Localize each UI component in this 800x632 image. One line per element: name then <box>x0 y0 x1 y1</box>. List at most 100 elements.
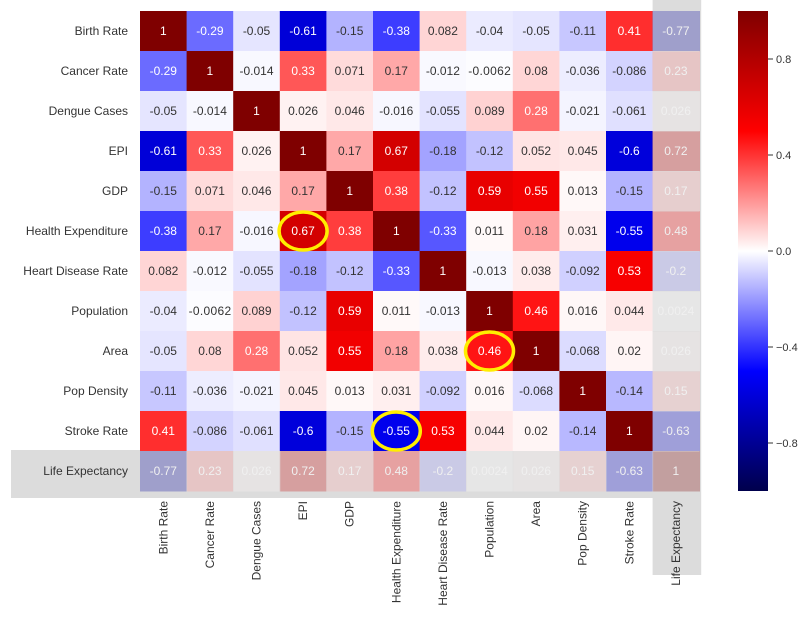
heatmap-cell <box>186 251 234 292</box>
cell-value-label: 0.59 <box>478 184 502 198</box>
cell-value-label: -0.014 <box>239 64 273 78</box>
heatmap-cell <box>419 251 467 292</box>
cell-value-label: 0.011 <box>475 224 504 238</box>
cell-value-label: 1 <box>300 144 307 158</box>
y-tick-label: Dengue Cases <box>49 104 128 118</box>
heatmap-cell <box>326 91 374 132</box>
highlight-circle <box>370 410 423 452</box>
heatmap-cell <box>326 371 374 412</box>
cell-value-label: -0.33 <box>429 224 457 238</box>
cell-value-label: -0.11 <box>150 384 177 398</box>
cell-value-label: 0.41 <box>152 424 176 438</box>
cell-value-label: 0.038 <box>521 264 551 278</box>
heatmap-cell <box>186 291 234 332</box>
colorbar-tick-label: −0.8 <box>776 438 798 450</box>
heatmap-cell <box>233 171 281 212</box>
dimmed-overlay-layer <box>140 11 700 492</box>
heatmap-cell <box>233 291 281 332</box>
heatmap-cell <box>559 331 607 372</box>
cell-value-label: -0.38 <box>383 24 411 38</box>
cell-value-label: -0.6 <box>619 144 640 158</box>
heatmap-cell <box>419 11 467 52</box>
cell-value-label: 0.48 <box>664 224 688 238</box>
cell-value-label: 0.18 <box>524 224 548 238</box>
cell-value-label: 0.17 <box>338 464 362 478</box>
heatmap-cell <box>512 411 560 452</box>
cell-value-label: -0.0062 <box>189 304 232 318</box>
heatmap-cell <box>512 291 560 332</box>
cell-value-label: -0.068 <box>566 344 600 358</box>
cell-value-label: 0.052 <box>288 344 318 358</box>
x-tick-label: GDP <box>343 501 357 527</box>
dimmed-cell-overlay <box>279 451 327 492</box>
cell-value-label: 0.55 <box>524 184 548 198</box>
cell-value-label: 0.082 <box>428 24 458 38</box>
cell-value-label: -0.013 <box>472 264 506 278</box>
heatmap-cell <box>140 291 188 332</box>
heatmap-cell <box>419 91 467 132</box>
cell-value-label: 1 <box>440 264 447 278</box>
cell-value-label: 0.17 <box>338 144 362 158</box>
heatmap-cell <box>326 291 374 332</box>
y-tick-label: EPI <box>109 144 128 158</box>
heatmap-cell <box>373 131 421 172</box>
cell-value-label: 0.41 <box>618 24 642 38</box>
y-tick-label: Life Expectancy <box>43 464 128 478</box>
dimmed-cell-overlay <box>652 131 700 172</box>
dimmed-cell-overlay <box>326 451 374 492</box>
cell-value-label: 0.17 <box>664 184 688 198</box>
heatmap-cell <box>559 51 607 92</box>
cell-value-label: -0.055 <box>239 264 273 278</box>
cell-value-label: 0.071 <box>195 184 225 198</box>
colorbar-tick-label: 0.0 <box>776 246 791 258</box>
heatmap-cell <box>559 211 607 252</box>
cell-value-label: -0.61 <box>289 24 317 38</box>
heatmap-cell <box>606 91 654 132</box>
heatmap-cell <box>466 251 514 292</box>
heatmap-cell <box>419 51 467 92</box>
heatmap-cell <box>373 291 421 332</box>
cell-value-label: -0.061 <box>239 424 273 438</box>
cell-value-label: -0.2 <box>433 464 454 478</box>
cell-value-label: 0.089 <box>241 304 271 318</box>
heatmap-cell <box>326 211 374 252</box>
cell-value-label: 0.046 <box>241 184 271 198</box>
cell-value-label: -0.092 <box>426 384 460 398</box>
heatmap-cell <box>512 371 560 412</box>
heatmap-cell <box>233 91 281 132</box>
cell-value-label: 1 <box>673 464 680 478</box>
dimmed-cell-overlay <box>233 451 281 492</box>
heatmap-cell <box>606 371 654 412</box>
heatmap-cell <box>279 91 327 132</box>
cell-value-label: -0.05 <box>522 24 550 38</box>
heatmap-cell <box>512 331 560 372</box>
cell-value-label: 0.038 <box>428 344 458 358</box>
y-tick-label: Birth Rate <box>75 24 129 38</box>
heatmap-cell <box>373 211 421 252</box>
cell-value-label: -0.2 <box>666 264 687 278</box>
y-tick-label: Stroke Rate <box>65 424 129 438</box>
heatmap-cell <box>466 11 514 52</box>
heatmap-cell <box>326 331 374 372</box>
cell-value-label: -0.63 <box>616 464 644 478</box>
heatmap-cell <box>186 411 234 452</box>
cell-value-label: -0.29 <box>196 24 224 38</box>
x-tick-label: Cancer Rate <box>203 501 217 569</box>
cell-value-label: -0.15 <box>616 184 644 198</box>
cell-value-label: -0.092 <box>566 264 600 278</box>
heatmap-cells <box>140 11 700 492</box>
heatmap-cell <box>466 291 514 332</box>
cell-value-label: -0.086 <box>612 64 646 78</box>
heatmap-cell <box>326 51 374 92</box>
heatmap-cell <box>233 51 281 92</box>
dimmed-cell-overlay <box>373 451 421 492</box>
heatmap-cell <box>140 251 188 292</box>
heatmap-cell <box>606 251 654 292</box>
heatmap-cell <box>373 51 421 92</box>
cell-value-label: 0.016 <box>568 304 598 318</box>
y-tick-label: Pop Density <box>63 384 128 398</box>
heatmap-cell <box>606 211 654 252</box>
heatmap-cell <box>233 11 281 52</box>
cell-value-label: 0.23 <box>198 464 222 478</box>
cell-value-label: 0.089 <box>474 104 504 118</box>
